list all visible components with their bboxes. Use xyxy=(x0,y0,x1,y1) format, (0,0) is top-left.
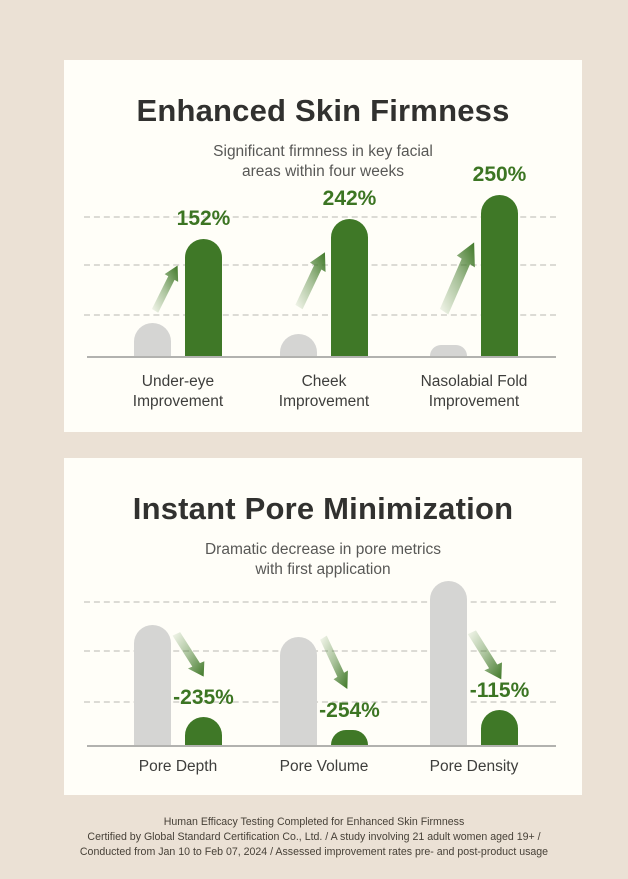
firmness-title: Enhanced Skin Firmness xyxy=(136,93,510,128)
trend-down-arrow-icon xyxy=(172,632,205,677)
trend-up-arrow-icon xyxy=(439,242,475,315)
x-axis-line xyxy=(87,745,556,747)
gridline xyxy=(84,650,556,652)
category-label: Pore Depth xyxy=(138,758,218,775)
after-bar xyxy=(331,730,368,745)
gridline xyxy=(84,216,556,218)
value-label: 152% xyxy=(176,207,231,230)
trend-up-arrow-icon xyxy=(151,265,179,313)
before-bar xyxy=(430,581,467,745)
before-bar xyxy=(134,323,171,356)
after-bar xyxy=(185,239,222,356)
value-label: -254% xyxy=(319,699,380,722)
footnote-line-2: Certified by Global Standard Certificati… xyxy=(87,831,541,843)
value-label: 250% xyxy=(472,163,527,186)
firmness-card: Enhanced Skin Firmness Significant firmn… xyxy=(64,60,582,432)
gridline xyxy=(84,601,556,603)
category-label: Pore Density xyxy=(429,758,519,775)
footnote-line-3: Conducted from Jan 10 to Feb 07, 2024 / … xyxy=(79,846,549,858)
value-label: -235% xyxy=(173,686,234,709)
gridline xyxy=(84,701,556,703)
category-label: Nasolabial Fold Improvement xyxy=(420,373,528,411)
after-bar xyxy=(481,710,518,745)
pore-chart: -235% Pore Depth -254% Pore Volume -115% Pore… xyxy=(64,458,582,795)
infographic-page: Enhanced Skin Firmness Significant firmn… xyxy=(0,60,628,860)
trend-down-arrow-icon xyxy=(467,630,502,680)
value-label: -115% xyxy=(469,679,530,702)
after-bar xyxy=(185,717,222,745)
pore-card: Instant Pore Minimization Dramatic decre… xyxy=(64,458,582,795)
category-label: Under-eye Improvement xyxy=(132,373,224,411)
pore-subtitle: Dramatic decrease in pore metrics with f… xyxy=(204,541,442,578)
x-axis-line xyxy=(87,356,556,358)
gridline xyxy=(84,314,556,316)
study-footnote: Human Efficacy Testing Completed for Enh… xyxy=(0,815,628,860)
firmness-chart: 152% Under-eye Improvement 242% Cheek Impro… xyxy=(64,60,582,432)
category-label: Cheek Improvement xyxy=(278,373,370,411)
trend-down-arrow-icon xyxy=(320,635,348,689)
footnote-line-1: Human Efficacy Testing Completed for Enh… xyxy=(163,816,465,828)
after-bar xyxy=(331,219,368,356)
category-label: Pore Volume xyxy=(279,758,369,775)
after-bar xyxy=(481,195,518,356)
pore-title: Instant Pore Minimization xyxy=(132,491,514,526)
before-bar xyxy=(280,637,317,745)
firmness-subtitle: Significant firmness in key facial areas… xyxy=(213,143,433,180)
before-bar xyxy=(430,345,467,356)
before-bar xyxy=(134,625,171,745)
before-bar xyxy=(280,334,317,356)
trend-up-arrow-icon xyxy=(295,252,326,310)
value-label: 242% xyxy=(322,187,377,210)
